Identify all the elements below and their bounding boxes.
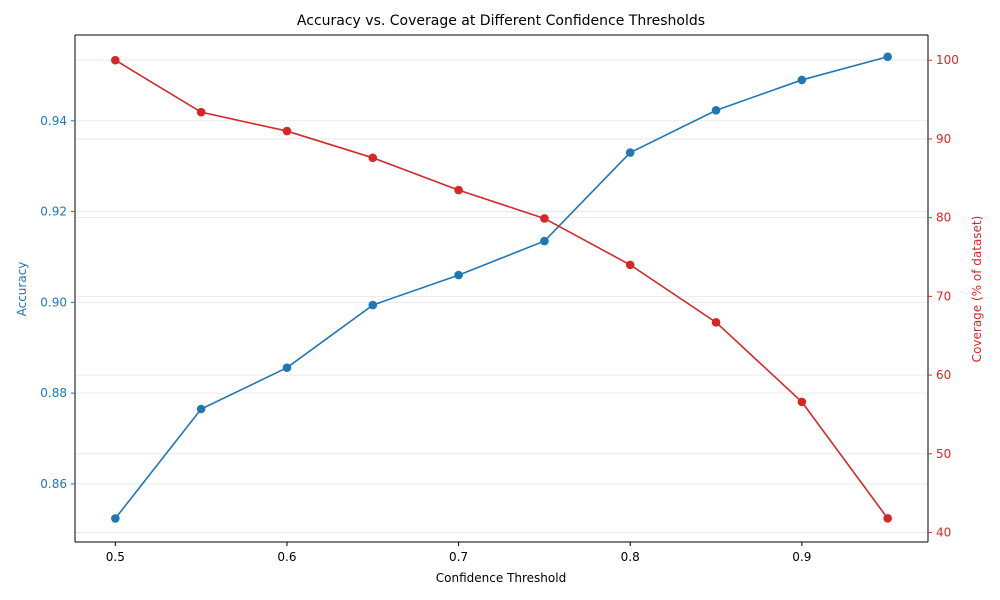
accuracy-point-8 bbox=[797, 75, 807, 85]
coverage-point-5 bbox=[540, 214, 549, 223]
accuracy-point-7 bbox=[711, 106, 721, 115]
y-axis-label-right: Coverage (% of dataset) bbox=[970, 216, 984, 363]
grid bbox=[75, 59, 928, 533]
accuracy-point-3 bbox=[368, 300, 378, 310]
y-tick-label-left-4: 0.94 bbox=[40, 114, 67, 128]
y-tick-label-right-3: 70 bbox=[936, 289, 951, 303]
coverage-point-7 bbox=[711, 318, 721, 327]
chart-title: Accuracy vs. Coverage at Different Confi… bbox=[297, 13, 705, 29]
y-tick-label-right-2: 60 bbox=[936, 368, 951, 382]
series bbox=[111, 52, 892, 523]
accuracy-point-5 bbox=[540, 236, 549, 246]
x-tick-label-2: 0.7 bbox=[449, 550, 468, 564]
accuracy-point-4 bbox=[454, 270, 463, 280]
x-tick-label-0: 0.5 bbox=[106, 550, 125, 564]
y-tick-label-left-3: 0.92 bbox=[40, 205, 67, 219]
y-tick-label-right-5: 90 bbox=[936, 132, 951, 146]
accuracy-point-1 bbox=[196, 404, 206, 414]
coverage-point-9 bbox=[883, 514, 892, 523]
coverage-point-6 bbox=[625, 260, 635, 270]
coverage-point-1 bbox=[196, 107, 206, 117]
x-tick-label-1: 0.6 bbox=[277, 550, 296, 564]
y-tick-label-left-2: 0.90 bbox=[40, 295, 67, 309]
y-tick-label-right-6: 100 bbox=[936, 53, 959, 67]
y-tick-label-left-1: 0.88 bbox=[40, 386, 67, 400]
y-tick-label-right-1: 50 bbox=[936, 447, 951, 461]
y-tick-label-right-4: 80 bbox=[936, 211, 951, 225]
coverage-point-2 bbox=[282, 126, 292, 136]
y-tick-label-right-0: 40 bbox=[936, 526, 951, 540]
accuracy-line bbox=[114, 56, 888, 519]
accuracy-point-6 bbox=[625, 148, 635, 157]
x-tick-label-4: 0.9 bbox=[792, 550, 811, 564]
coverage-point-4 bbox=[454, 185, 463, 195]
coverage-point-0 bbox=[111, 55, 120, 65]
accuracy-point-9 bbox=[883, 52, 892, 62]
accuracy-point-0 bbox=[111, 514, 120, 523]
y-axis-label-left: Accuracy bbox=[15, 262, 29, 317]
axes: 0.5 0.6 0.7 0.8 0.9 0.86 0.88 0.90 0.92 0.94 40 50 6… bbox=[40, 34, 959, 564]
coverage-point-8 bbox=[797, 397, 807, 407]
accuracy-point-2 bbox=[282, 363, 292, 373]
coverage-point-3 bbox=[368, 153, 378, 163]
x-tick-label-3: 0.8 bbox=[621, 550, 640, 564]
x-axis-label: Confidence Threshold bbox=[436, 571, 566, 585]
y-tick-label-left-0: 0.86 bbox=[40, 477, 67, 491]
coverage-line bbox=[114, 59, 889, 519]
